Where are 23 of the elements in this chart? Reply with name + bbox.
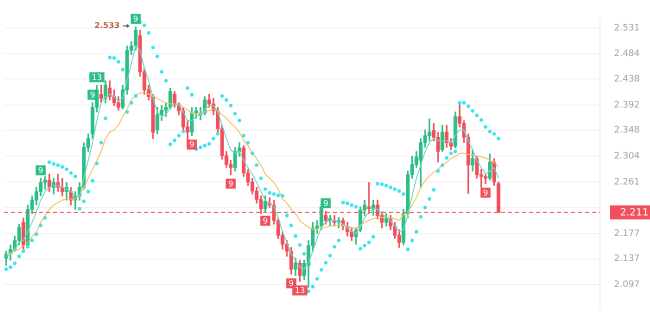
annotation: 9 [133, 14, 138, 24]
y-tick-label: 2.261 [614, 177, 640, 188]
annotation: 9 [323, 198, 328, 208]
y-tick-label: 2.177 [614, 228, 640, 239]
annotation: 13 [92, 72, 102, 82]
y-tick-label: 2.304 [614, 152, 640, 162]
annotation: 13 [294, 286, 305, 295]
annotation: 9 [38, 166, 44, 175]
y-tick-label: 2.438 [614, 74, 640, 84]
y-tick-label: 2.097 [614, 280, 640, 290]
annotation: 9 [262, 216, 268, 226]
y-tick-label: 2.348 [614, 126, 640, 136]
y-tick-label: 2.392 [614, 100, 640, 110]
annotation: 9 [228, 179, 234, 188]
y-tick-label: 2.137 [614, 254, 640, 264]
annotation: 9 [288, 278, 294, 288]
y-tick-label: 2.531 [614, 23, 640, 34]
annotation: 9 [90, 90, 96, 100]
annotation: 9 [189, 140, 194, 150]
y-tick-label: 2.484 [614, 48, 640, 59]
annotation: 9 [483, 188, 488, 198]
ref-line-label: 2.211 [620, 208, 649, 219]
annotation: 2.533 [94, 21, 120, 30]
